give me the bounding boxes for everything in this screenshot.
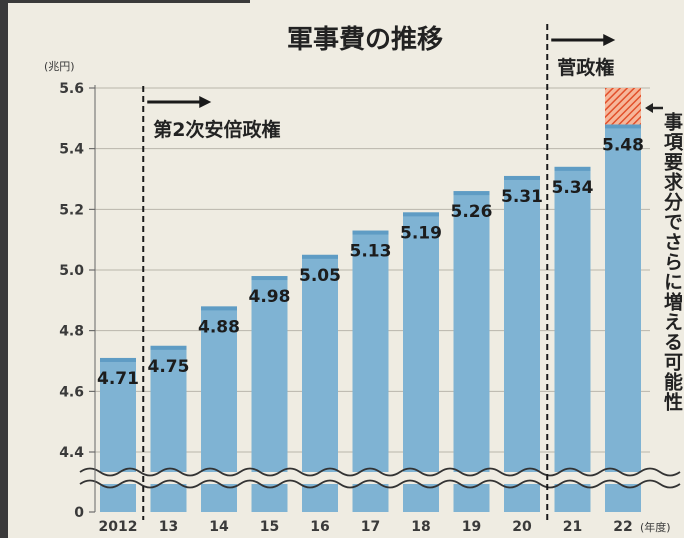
y-tick-label: 5.0	[59, 263, 84, 279]
value-label: 4.71	[97, 369, 139, 389]
bar-top-edge	[352, 230, 389, 235]
bar-top-edge	[150, 345, 187, 350]
x-tick-label: 21	[563, 519, 582, 535]
x-tick-label: 14	[209, 519, 229, 535]
x-tick-label: 15	[260, 519, 279, 535]
bar-top-edge	[201, 306, 237, 311]
era-arrow-head	[603, 34, 616, 46]
bar-top-edge	[302, 254, 338, 259]
y-tick-label: 4.6	[59, 384, 84, 400]
value-label: 5.19	[400, 223, 442, 243]
value-label: 5.05	[299, 266, 341, 286]
bar-top-edge	[251, 276, 288, 281]
y-tick-label: 0	[74, 505, 84, 521]
bar-21	[554, 166, 591, 512]
bar-top-edge	[403, 212, 439, 217]
value-label: 5.34	[552, 178, 594, 198]
y-tick-label: 5.4	[59, 142, 84, 158]
bar-19	[453, 191, 490, 512]
x-tick-label: 22	[613, 519, 632, 535]
x-tick-label: 19	[462, 519, 481, 535]
y-tick-label: 5.2	[59, 202, 84, 218]
bar-top-edge	[504, 175, 540, 180]
bar-top-edge	[605, 124, 641, 129]
x-tick-label: 18	[411, 519, 430, 535]
left-frame-line	[0, 0, 8, 538]
x-tick-label: 17	[361, 519, 380, 535]
side-note-arrow-head	[645, 103, 653, 113]
bar-22	[605, 124, 641, 513]
value-label: 5.26	[451, 202, 493, 222]
chart-title: 軍事費の推移	[287, 25, 443, 55]
annotations: 第2次安倍政権 菅政権	[142, 24, 663, 520]
bar-20	[504, 175, 540, 512]
x-axis-ticks: 2012 13 14 15 16 17 18 19 20 21 22	[99, 519, 633, 535]
bar-top-edge	[100, 357, 136, 362]
y-axis-ticks: 0 4.4 4.6 4.8 5.0 5.2 5.4 5.6	[59, 81, 95, 521]
value-labels: 4.71 4.75 4.88 4.98 5.05 5.13 5.19 5.26 5.31 5.34…	[97, 135, 644, 389]
y-axis-unit-label: (兆円)	[44, 60, 75, 73]
value-label: 5.48	[602, 135, 644, 155]
value-label: 4.88	[198, 317, 240, 337]
y-tick-label: 4.4	[59, 445, 84, 461]
value-label: 4.75	[148, 357, 190, 377]
y-tick-label: 4.8	[59, 324, 84, 340]
x-axis-unit-label: (年度)	[640, 520, 671, 534]
bar-18	[403, 212, 439, 512]
x-tick-label: 20	[512, 519, 532, 535]
axis-break-wave-bottom	[79, 479, 681, 489]
bar-top-edge	[453, 191, 490, 196]
top-frame-line	[0, 0, 250, 3]
era-arrow-head	[199, 96, 212, 108]
bar-top-edge	[554, 166, 591, 171]
x-tick-label: 16	[310, 519, 329, 535]
value-label: 4.98	[249, 287, 291, 307]
side-note: 事項要求分でさらに増える可能性	[661, 111, 683, 412]
x-tick-label: 13	[159, 519, 178, 535]
axis-break-wave-top	[79, 467, 681, 477]
axis-break-band	[80, 472, 655, 484]
era-label: 第2次安倍政権	[153, 118, 280, 141]
x-tick-label: 2012	[99, 519, 138, 535]
additional-request-block	[605, 88, 641, 125]
axis-break	[79, 467, 681, 489]
value-label: 5.31	[501, 187, 543, 207]
bar-17	[352, 230, 389, 513]
value-label: 5.13	[350, 242, 392, 262]
era-label: 菅政権	[557, 56, 614, 79]
y-tick-label: 5.6	[59, 81, 84, 97]
